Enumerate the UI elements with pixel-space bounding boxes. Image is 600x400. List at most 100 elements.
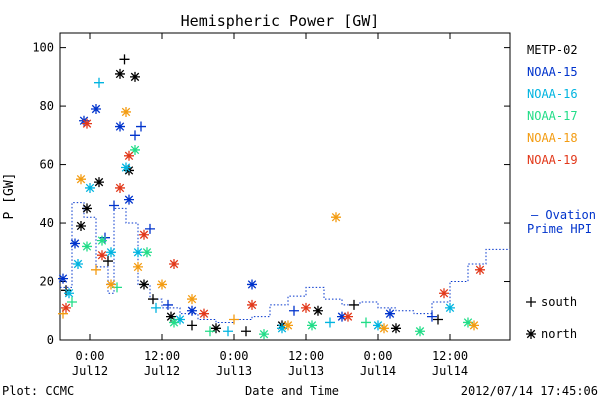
north-point: [343, 311, 353, 322]
north-point: [415, 326, 425, 337]
south-point: [205, 326, 215, 337]
south-point: [119, 54, 130, 65]
south-point: [67, 296, 77, 307]
timestamp-label: 2012/07/14 17:45:06: [461, 384, 598, 398]
north-point: [169, 317, 179, 328]
north-point: [439, 288, 449, 299]
south-point: [241, 326, 251, 337]
legend-entry-noaa-17: NOAA-17: [527, 109, 578, 123]
south-point: [145, 223, 155, 234]
north-point: [337, 311, 347, 322]
north-point: [115, 68, 125, 79]
ovation-prime-hpi-line: [60, 202, 510, 323]
south-point: [361, 317, 371, 328]
south-point: [349, 299, 359, 310]
legend: METP-02 NOAA-15 NOAA-16 NOAA-17 NOAA-18 NOAA-…: [526, 43, 596, 341]
x-tick-date-label: Jul13: [288, 364, 324, 378]
north-point: [82, 241, 92, 252]
north-point: [70, 238, 80, 249]
north-point: [121, 106, 131, 117]
north-point: [73, 258, 83, 269]
plot-source-label: Plot: CCMC: [2, 384, 74, 398]
north-point: [169, 258, 179, 269]
series-noaa-18: [58, 106, 479, 334]
x-tick-date-label: Jul14: [360, 364, 396, 378]
south-point: [427, 311, 437, 322]
north-point: [313, 305, 323, 316]
south-point: [289, 305, 299, 316]
north-point: [379, 323, 389, 334]
south-point: [223, 326, 233, 337]
north-point: [130, 144, 140, 155]
north-point: [187, 294, 197, 305]
north-point: [307, 320, 317, 331]
x-tick-date-label: Jul12: [144, 364, 180, 378]
y-tick-label: 100: [32, 41, 54, 55]
north-point: [76, 220, 86, 231]
legend-marker-north: [526, 329, 536, 339]
north-point: [475, 264, 485, 275]
north-point: [199, 308, 209, 319]
south-point: [151, 302, 161, 313]
south-point: [187, 320, 197, 331]
north-point: [133, 247, 143, 258]
plot-area: 0204060801000:00Jul1212:00Jul120:00Jul13…: [32, 32, 511, 378]
legend-ovation-line1: – Ovation: [531, 208, 596, 222]
x-tick-label: 12:00: [432, 349, 468, 363]
y-tick-label: 40: [40, 216, 54, 230]
north-point: [133, 261, 143, 272]
north-point: [97, 250, 107, 261]
y-tick-label: 0: [47, 333, 54, 347]
legend-entry-noaa-16: NOAA-16: [527, 87, 578, 101]
north-point: [187, 305, 197, 316]
north-point: [139, 279, 149, 290]
north-point: [331, 212, 341, 223]
north-point: [277, 323, 287, 334]
legend-label-south: south: [541, 295, 577, 309]
north-point: [175, 314, 185, 325]
north-point: [124, 194, 134, 205]
series-metp-02: [61, 54, 443, 337]
north-point: [115, 121, 125, 132]
north-point: [91, 104, 101, 115]
north-point: [121, 162, 131, 173]
north-point: [373, 320, 383, 331]
north-point: [139, 229, 149, 240]
x-tick-label: 12:00: [288, 349, 324, 363]
x-tick-label: 12:00: [144, 349, 180, 363]
north-point: [76, 174, 86, 185]
series-noaa-17: [67, 144, 473, 340]
x-axis-label: Date and Time: [245, 384, 339, 398]
north-point: [385, 308, 395, 319]
north-point: [85, 182, 95, 193]
south-point: [103, 256, 113, 267]
legend-marker-south: [526, 297, 536, 307]
north-point: [445, 302, 455, 313]
north-point: [157, 279, 167, 290]
y-tick-label: 20: [40, 275, 54, 289]
north-point: [64, 288, 74, 299]
north-point: [283, 320, 293, 331]
north-point: [469, 320, 479, 331]
south-point: [433, 314, 443, 325]
plot-frame: [59, 32, 511, 341]
north-point: [247, 299, 257, 310]
y-tick-label: 80: [40, 99, 54, 113]
south-point: [229, 314, 239, 325]
north-point: [166, 311, 176, 322]
north-point: [211, 323, 221, 334]
south-point: [163, 299, 173, 310]
north-point: [97, 235, 107, 246]
north-point: [130, 71, 140, 82]
north-point: [259, 329, 269, 340]
x-tick-label: 0:00: [220, 349, 249, 363]
north-point: [82, 118, 92, 129]
north-point: [106, 247, 116, 258]
south-point: [325, 317, 335, 328]
south-point: [91, 264, 101, 275]
south-point: [136, 121, 146, 132]
south-point: [130, 130, 140, 141]
x-tick-date-label: Jul14: [432, 364, 468, 378]
legend-entry-noaa-18: NOAA-18: [527, 131, 578, 145]
